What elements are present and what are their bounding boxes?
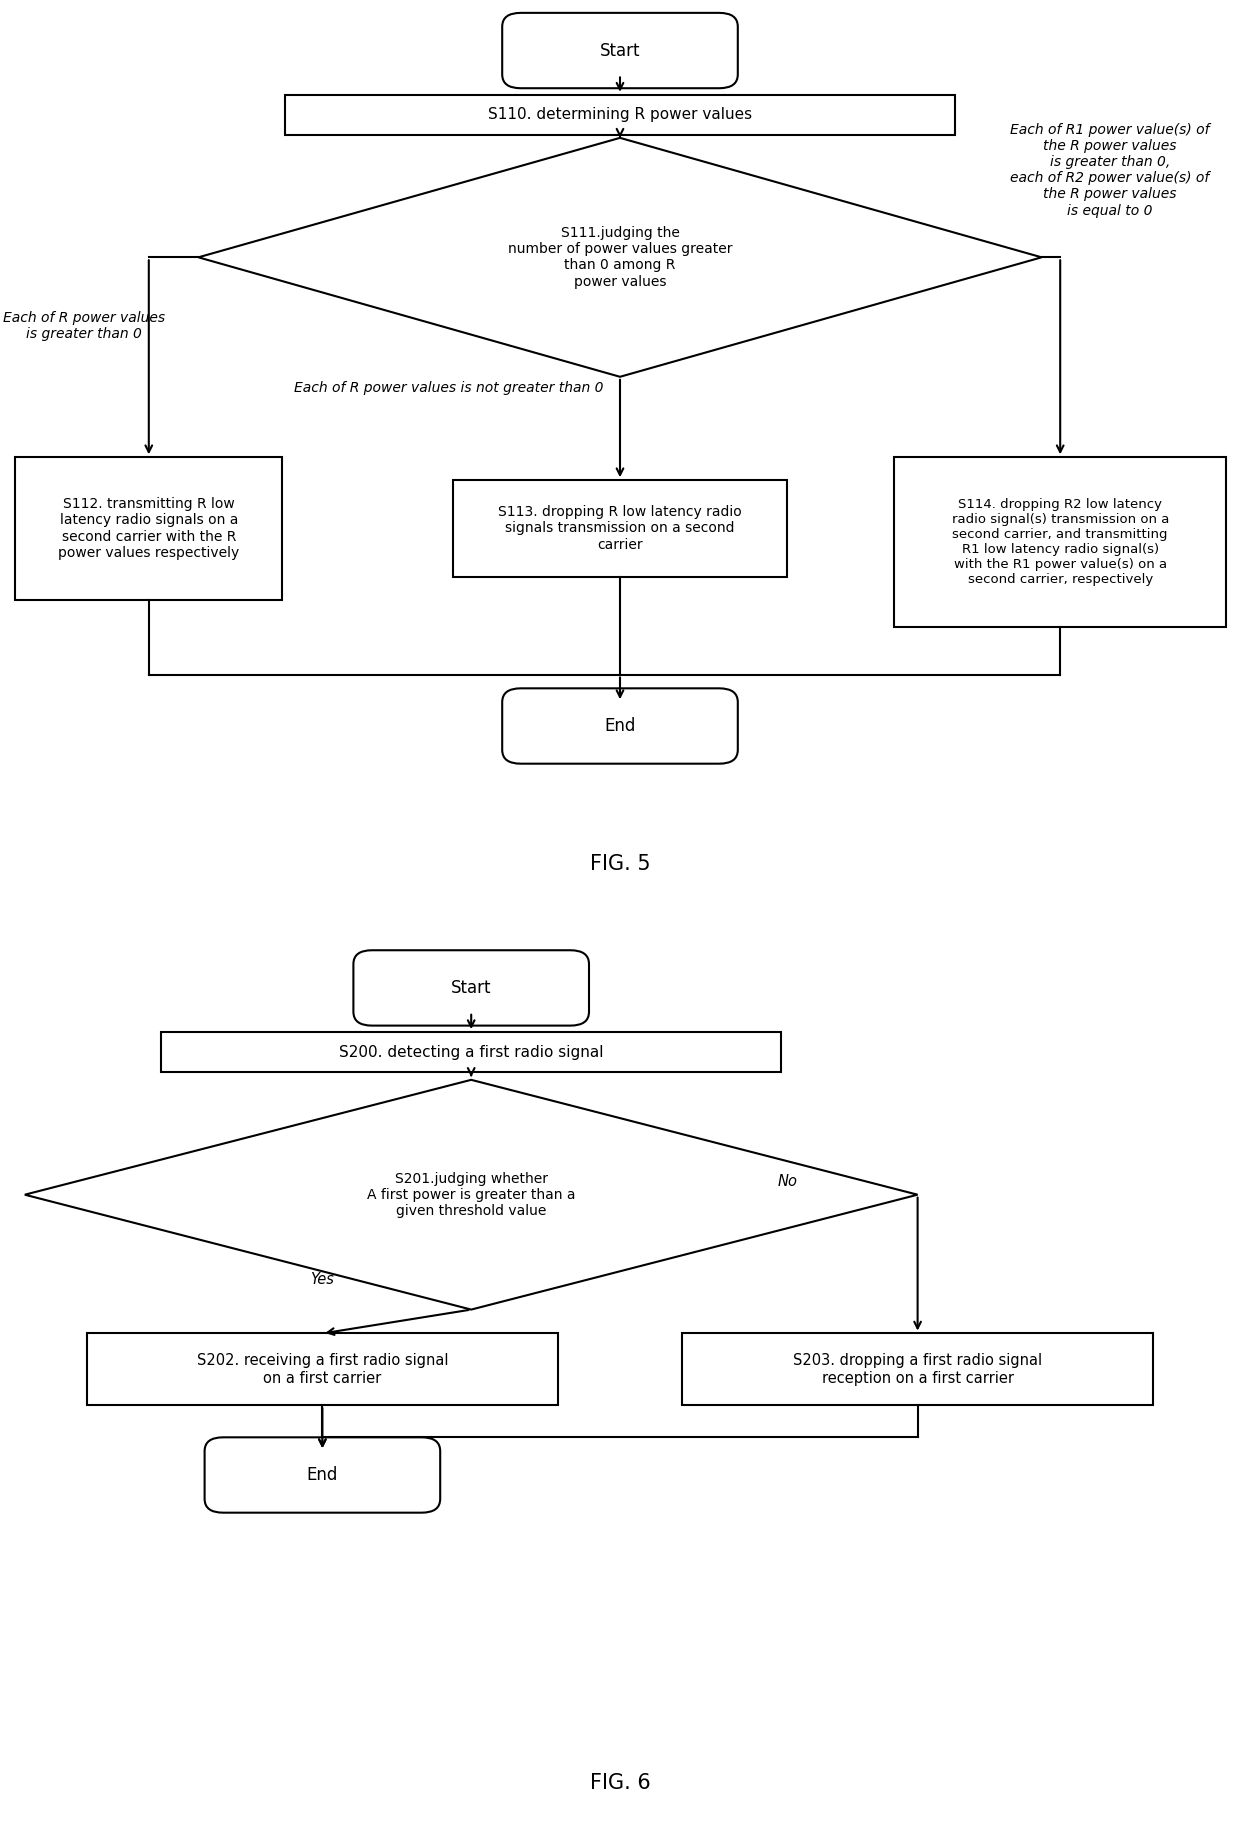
Text: Each of R power values is not greater than 0: Each of R power values is not greater th…: [294, 380, 604, 395]
Text: No: No: [777, 1174, 797, 1189]
Text: S203. dropping a first radio signal
reception on a first carrier: S203. dropping a first radio signal rece…: [794, 1353, 1042, 1386]
FancyBboxPatch shape: [453, 480, 787, 577]
Text: S111.judging the
number of power values greater
than 0 among R
power values: S111.judging the number of power values …: [507, 226, 733, 289]
FancyBboxPatch shape: [285, 94, 955, 136]
FancyBboxPatch shape: [502, 687, 738, 765]
Text: S110. determining R power values: S110. determining R power values: [487, 107, 753, 123]
FancyBboxPatch shape: [682, 1334, 1153, 1404]
FancyBboxPatch shape: [87, 1334, 558, 1404]
FancyBboxPatch shape: [353, 950, 589, 1026]
Text: Start: Start: [451, 980, 491, 996]
Text: Yes: Yes: [310, 1272, 335, 1287]
Text: End: End: [604, 717, 636, 735]
Text: FIG. 5: FIG. 5: [590, 855, 650, 873]
Text: S113. dropping R low latency radio
signals transmission on a second
carrier: S113. dropping R low latency radio signa…: [498, 505, 742, 551]
FancyBboxPatch shape: [161, 1033, 781, 1073]
Text: Start: Start: [600, 42, 640, 59]
Polygon shape: [25, 1081, 918, 1309]
Text: S114. dropping R2 low latency
radio signal(s) transmission on a
second carrier, : S114. dropping R2 low latency radio sign…: [951, 498, 1169, 586]
FancyBboxPatch shape: [502, 13, 738, 88]
Text: End: End: [306, 1467, 339, 1483]
Text: S201.judging whether
A first power is greater than a
given threshold value: S201.judging whether A first power is gr…: [367, 1171, 575, 1219]
FancyBboxPatch shape: [894, 458, 1226, 627]
Text: Each of R power values
is greater than 0: Each of R power values is greater than 0: [4, 311, 165, 342]
Text: S200. detecting a first radio signal: S200. detecting a first radio signal: [339, 1044, 604, 1061]
FancyBboxPatch shape: [205, 1437, 440, 1513]
FancyBboxPatch shape: [15, 458, 281, 599]
Text: FIG. 6: FIG. 6: [590, 1774, 650, 1792]
Polygon shape: [198, 138, 1042, 377]
Text: Each of R1 power value(s) of
the R power values
is greater than 0,
each of R2 po: Each of R1 power value(s) of the R power…: [1011, 123, 1209, 217]
Text: S112. transmitting R low
latency radio signals on a
second carrier with the R
po: S112. transmitting R low latency radio s…: [58, 496, 239, 561]
Text: S202. receiving a first radio signal
on a first carrier: S202. receiving a first radio signal on …: [197, 1353, 448, 1386]
